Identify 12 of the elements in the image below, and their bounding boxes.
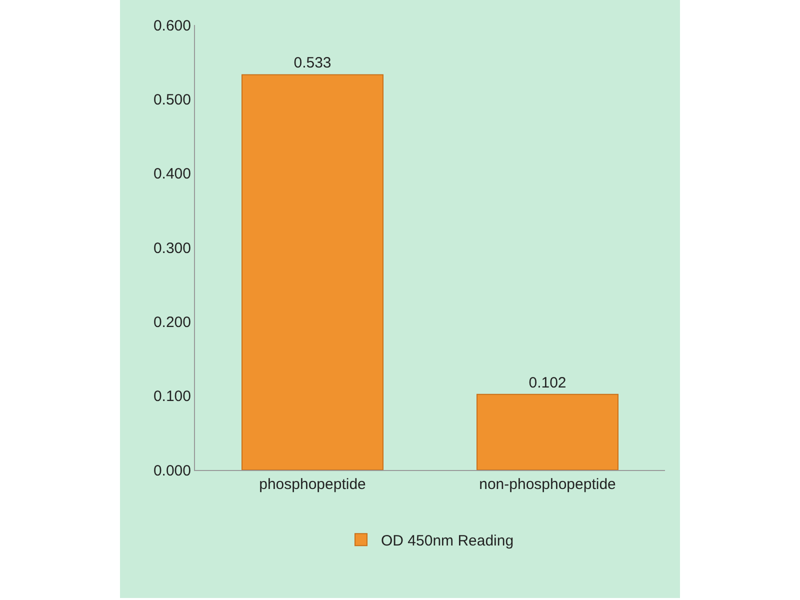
y-tick-label: 0.000	[153, 462, 191, 480]
y-tick-label: 0.100	[153, 388, 191, 406]
data-label: 0.102	[528, 374, 566, 392]
y-tick-label: 0.200	[153, 314, 191, 331]
y-tick-label: 0.300	[153, 240, 191, 257]
x-tick-label: phosphopeptide	[259, 476, 366, 493]
legend-label: OD 450nm Reading	[381, 532, 514, 550]
y-tick-label: 0.400	[153, 166, 191, 183]
y-tick-label: 0.500	[153, 91, 191, 108]
data-label: 0.533	[294, 54, 332, 72]
x-tick-label: non-phosphopeptide	[479, 476, 616, 493]
y-tick-label: 0.600	[153, 17, 191, 34]
